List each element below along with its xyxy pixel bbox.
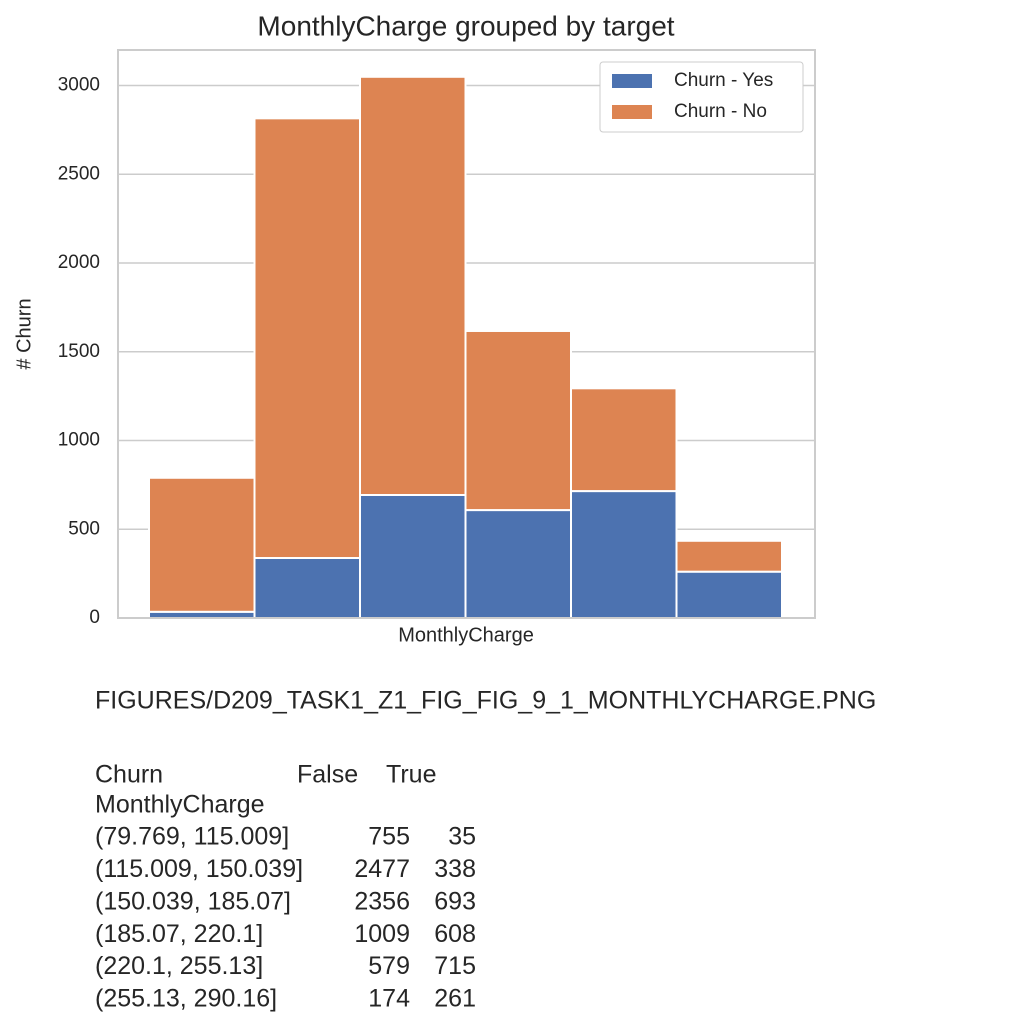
y-tick-label: 2500 [58, 163, 100, 184]
table-row-label: (255.13, 290.16] [95, 985, 277, 1013]
chart-title: MonthlyCharge grouped by target [257, 10, 674, 41]
bar [359, 493, 467, 619]
y-axis-label: # Churn [13, 298, 35, 369]
table-cell: 1009 [354, 920, 410, 948]
bar [253, 557, 361, 620]
y-tick-label: 500 [68, 518, 100, 539]
table-cell: 338 [434, 855, 476, 883]
table-cell: 693 [434, 887, 476, 915]
y-tick-label: 0 [89, 607, 100, 628]
table-cell: 174 [368, 985, 410, 1013]
table-row-label: (150.039, 185.07] [95, 887, 291, 915]
bar [570, 490, 678, 619]
bar [464, 329, 572, 512]
x-axis-label: MonthlyCharge [398, 624, 534, 646]
table-cell: 715 [434, 952, 476, 980]
bar [675, 539, 783, 573]
table-cell: 608 [434, 920, 476, 948]
table-cell: 261 [434, 985, 476, 1013]
y-tick-label: 1500 [58, 341, 100, 362]
table-cell: 755 [368, 823, 410, 851]
table-column: False [297, 761, 358, 789]
y-tick-label: 1000 [58, 430, 100, 451]
table-cell: 35 [448, 823, 476, 851]
y-tick-label: 3000 [58, 75, 100, 96]
legend-swatch [612, 74, 652, 88]
y-tick-label: 2000 [58, 252, 100, 273]
table-row-label: (79.769, 115.009] [95, 823, 289, 851]
legend-label: Churn - Yes [674, 70, 773, 91]
bar [570, 387, 678, 493]
table-cell: 2356 [354, 887, 410, 915]
table-cell: 579 [368, 952, 410, 980]
table-columns-name: Churn [95, 761, 163, 789]
plot-frame [117, 49, 816, 619]
table-index-name: MonthlyCharge [95, 791, 265, 819]
table-column: True [386, 761, 436, 789]
bar [359, 75, 467, 496]
legend-label: Churn - No [674, 101, 767, 122]
table-row-label: (115.009, 150.039] [95, 855, 303, 883]
caption: FIGURES/D209_TASK1_Z1_FIG_FIG_9_1_MONTHL… [95, 687, 876, 715]
table-cell: 2477 [354, 855, 410, 883]
legend-swatch [612, 105, 652, 119]
table-row-label: (185.07, 220.1] [95, 920, 263, 948]
bar [675, 570, 783, 619]
bar [464, 509, 572, 619]
bar [148, 476, 256, 613]
table-row-label: (220.1, 255.13] [95, 952, 263, 980]
bar [253, 117, 361, 560]
